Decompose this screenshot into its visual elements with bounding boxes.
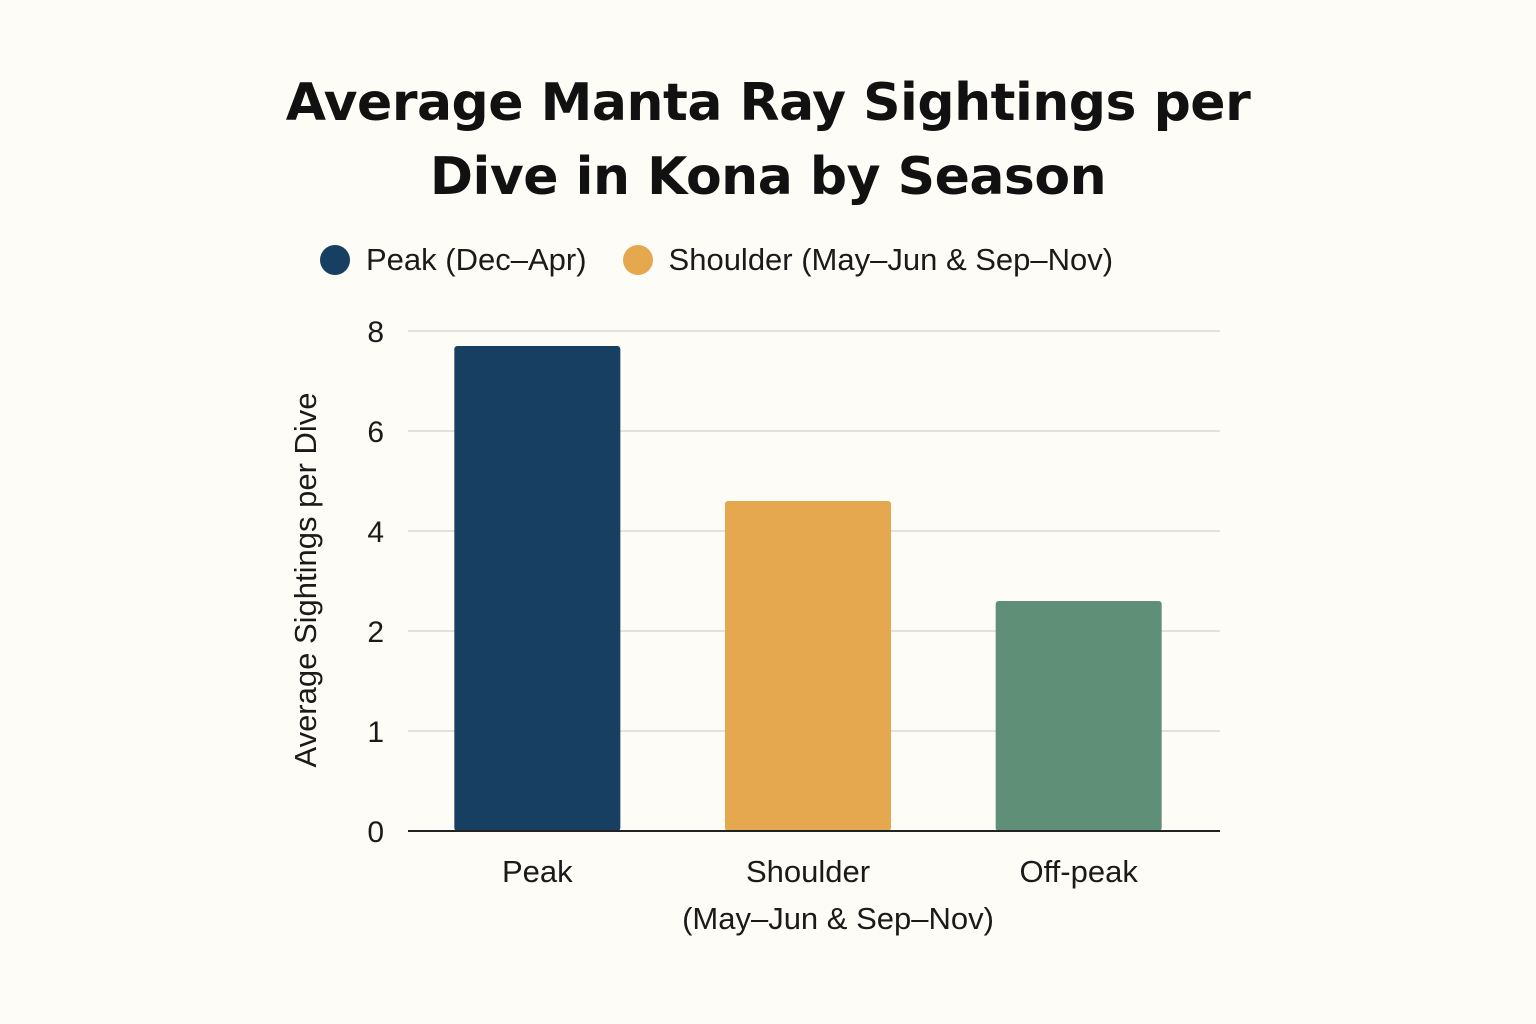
y-tick-label-8: 8 (367, 316, 384, 349)
legend-label-peak: Peak (Dec–Apr) (366, 242, 587, 277)
y-tick-label-4: 4 (367, 516, 384, 549)
bars (454, 346, 1162, 831)
x-tick-label-off-peak: Off-peak (1020, 854, 1139, 889)
chart-title: Average Manta Ray Sightings per Dive in … (0, 66, 1536, 214)
y-tick-label-0: 0 (367, 816, 384, 849)
y-tick-label-6: 6 (367, 416, 384, 449)
legend-item-shoulder: Shoulder (May–Jun & Sep–Nov) (622, 242, 1114, 278)
x-tick-label-shoulder: Shoulder (746, 854, 870, 889)
chart-title-line-1: Average Manta Ray Sightings per (285, 73, 1251, 133)
legend-swatch-shoulder (622, 245, 653, 275)
y-axis-title: Average Sightings per Dive (288, 392, 323, 767)
bar-off-peak (995, 601, 1162, 831)
bar-shoulder (725, 501, 891, 831)
legend-label-shoulder: Shoulder (May–Jun & Sep–Nov) (668, 242, 1114, 277)
chart-legend: Peak (Dec–Apr) Shoulder (May–Jun & Sep–N… (320, 238, 1113, 282)
tick-labels: 0 1 2 4 6 8 Peak Shoulder (May–Jun & Sep–Nov) Off… (367, 316, 1138, 936)
chart-title-line-2: Dive in Kona by Season (429, 147, 1107, 207)
y-tick-label-2: 2 (367, 616, 384, 649)
legend-item-peak: Peak (Dec–Apr) (320, 242, 587, 278)
bar-peak (454, 346, 621, 831)
legend-swatch-peak (320, 245, 350, 275)
x-tick-sublabel-shoulder: (May–Jun & Sep–Nov) (682, 901, 994, 936)
x-tick-label-peak: Peak (502, 854, 573, 889)
y-tick-label-1: 1 (367, 716, 384, 749)
